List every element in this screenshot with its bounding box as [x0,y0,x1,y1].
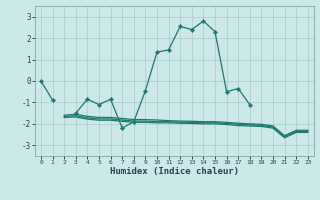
X-axis label: Humidex (Indice chaleur): Humidex (Indice chaleur) [110,167,239,176]
